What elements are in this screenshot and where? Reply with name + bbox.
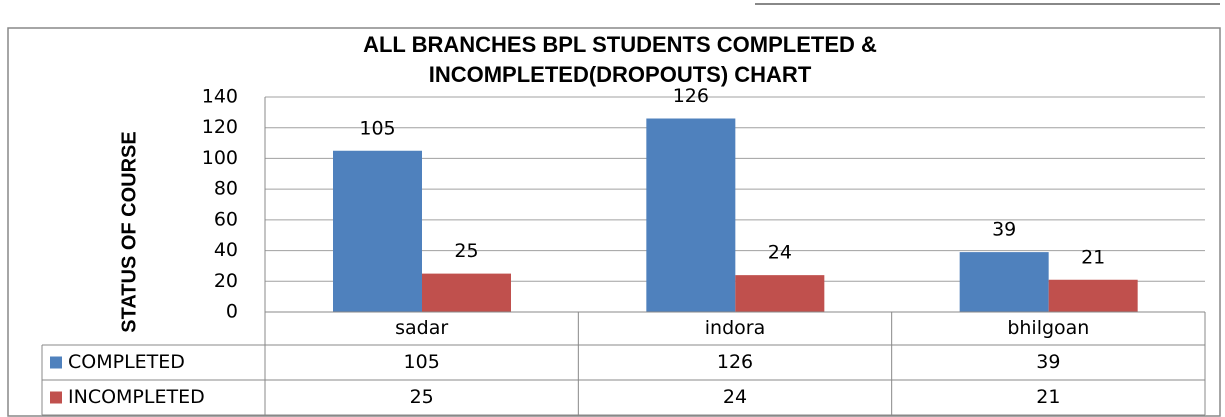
x-tick-label: bhilgoan — [1007, 317, 1089, 339]
y-tick-label: 0 — [226, 301, 238, 323]
bar — [1048, 279, 1138, 312]
legend-swatch — [50, 391, 62, 404]
y-tick-label: 80 — [214, 178, 238, 200]
legend-swatch — [50, 356, 62, 369]
y-tick-label: 100 — [202, 147, 238, 169]
data-label: 39 — [992, 219, 1016, 241]
y-tick-label: 40 — [214, 239, 238, 261]
data-label: 126 — [673, 85, 709, 107]
y-tick-label: 60 — [214, 208, 238, 230]
table-value: 39 — [1036, 351, 1060, 373]
bar — [333, 150, 422, 312]
bar — [646, 118, 736, 312]
data-label: 24 — [768, 242, 792, 264]
data-label: 21 — [1081, 246, 1105, 268]
y-axis-label: STATUS OF COURSE — [118, 131, 140, 332]
legend-label: INCOMPLETED — [68, 386, 205, 408]
legend-label: COMPLETED — [68, 351, 185, 373]
bar — [422, 273, 511, 312]
table-value: 21 — [1036, 386, 1060, 408]
y-tick-label: 20 — [214, 270, 238, 292]
table-value: 126 — [717, 351, 753, 373]
chart-title: ALL BRANCHES BPL STUDENTS COMPLETED & IN… — [363, 32, 877, 87]
table-value: 105 — [404, 351, 440, 373]
table-value: 24 — [723, 386, 747, 408]
data-label: 105 — [359, 117, 395, 139]
bar — [959, 252, 1049, 312]
table-value: 25 — [410, 386, 434, 408]
x-tick-label: indora — [705, 317, 765, 339]
y-tick-label: 140 — [202, 86, 238, 108]
y-tick-label: 120 — [202, 116, 238, 138]
data-label: 25 — [454, 240, 478, 262]
bar — [735, 275, 825, 312]
x-tick-label: sadar — [395, 317, 448, 339]
chart-frame — [7, 27, 1221, 417]
